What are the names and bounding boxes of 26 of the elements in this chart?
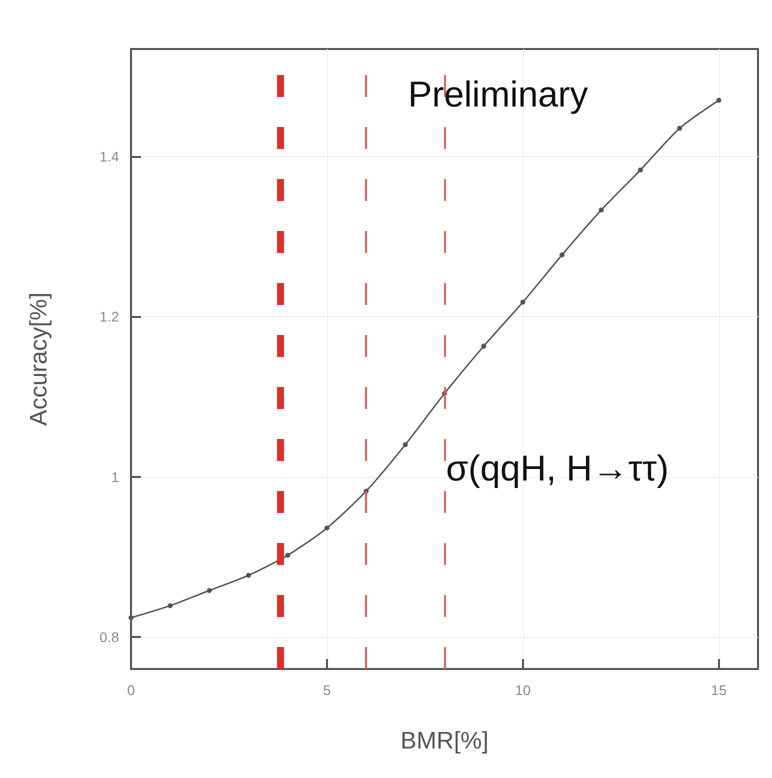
- point: [598, 208, 604, 213]
- x-tick-label: 10: [515, 682, 531, 698]
- x-tick-label: 0: [127, 682, 136, 698]
- point: [128, 615, 134, 620]
- annotation: Preliminary: [408, 74, 588, 114]
- point: [560, 252, 565, 258]
- point: [520, 300, 526, 305]
- point: [246, 572, 252, 578]
- point: [324, 526, 330, 531]
- y-axis-title: Accuracy[%]: [26, 292, 52, 426]
- point: [677, 126, 682, 131]
- point: [638, 167, 643, 172]
- annotation: σ(qqH, H→ττ): [446, 448, 669, 488]
- point: [285, 552, 290, 558]
- point: [716, 98, 722, 103]
- x-axis-title: BMR[%]: [400, 728, 489, 754]
- y-tick-label: 0.8: [100, 628, 120, 645]
- point: [206, 588, 212, 593]
- x-tick-label: 15: [711, 682, 727, 698]
- y-tick-label: 1.4: [100, 148, 120, 164]
- point: [402, 442, 408, 448]
- x-tick-label: 5: [323, 682, 332, 698]
- point: [481, 344, 486, 349]
- point: [168, 603, 173, 608]
- y-tick-label: 1.2: [100, 308, 120, 325]
- y-tick-label: 1: [111, 468, 120, 485]
